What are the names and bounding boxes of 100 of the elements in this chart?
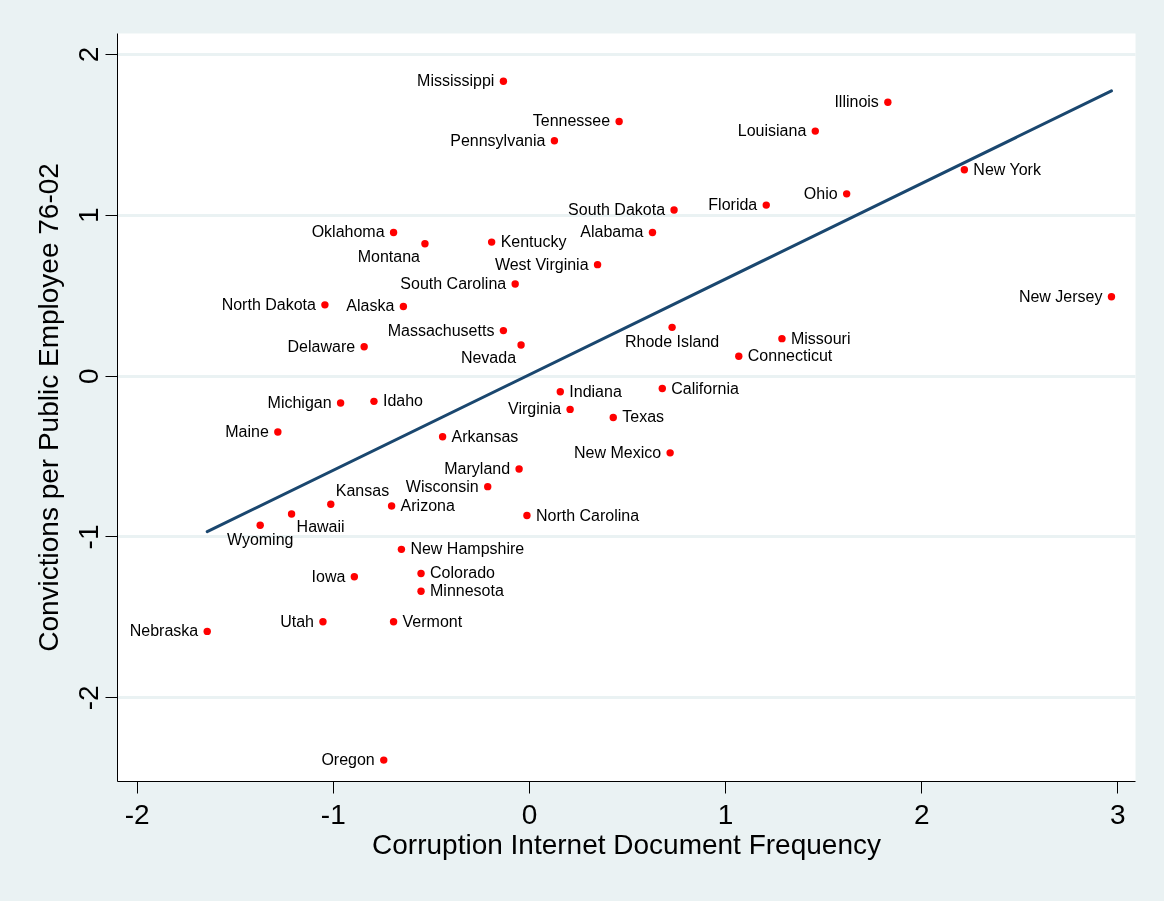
data-label: North Carolina bbox=[535, 506, 640, 524]
point bbox=[666, 449, 674, 457]
y-axis-title: Convictions per Public Employee 76-02 bbox=[32, 163, 64, 652]
data-label: Florida bbox=[708, 196, 758, 214]
data-label: Pennsylvania bbox=[450, 131, 546, 149]
point bbox=[517, 341, 525, 349]
data-label: Massachusetts bbox=[387, 321, 495, 339]
y-tick-label: -1 bbox=[72, 524, 104, 550]
data-label: New York bbox=[973, 160, 1042, 178]
point bbox=[397, 545, 406, 554]
data-label: Utah bbox=[280, 612, 314, 630]
point bbox=[484, 482, 492, 491]
data-label: Minnesota bbox=[430, 582, 504, 600]
point bbox=[842, 190, 851, 198]
data-label: Delaware bbox=[287, 337, 356, 355]
y-tick-label: 0 bbox=[72, 368, 104, 384]
point bbox=[778, 334, 786, 343]
data-label: Oregon bbox=[321, 751, 375, 769]
data-label: Colorado bbox=[430, 564, 496, 582]
point bbox=[370, 397, 378, 406]
point bbox=[380, 756, 388, 764]
point bbox=[566, 405, 574, 414]
data-label: Idaho bbox=[382, 392, 424, 410]
data-label: Kentucky bbox=[500, 233, 567, 251]
data-label: Kansas bbox=[335, 482, 390, 500]
data-label: Nevada bbox=[460, 349, 517, 367]
x-tick-label: 1 bbox=[717, 798, 734, 830]
point bbox=[256, 521, 264, 529]
point bbox=[487, 238, 496, 246]
point bbox=[417, 569, 425, 578]
data-label: Virginia bbox=[508, 400, 562, 418]
point bbox=[319, 618, 327, 626]
point bbox=[421, 240, 429, 248]
point bbox=[648, 228, 657, 237]
data-label: Alabama bbox=[580, 223, 644, 241]
point bbox=[511, 280, 519, 288]
x-tick-label: 3 bbox=[1110, 798, 1126, 830]
point bbox=[735, 352, 743, 361]
point bbox=[615, 117, 623, 126]
x-tick-label: 2 bbox=[913, 798, 930, 830]
point bbox=[499, 77, 508, 85]
data-label: New Hampshire bbox=[410, 540, 525, 558]
x-axis-title: Corruption Internet Document Frequency bbox=[372, 828, 881, 860]
point bbox=[327, 500, 335, 509]
point bbox=[360, 342, 368, 351]
data-label: Alaska bbox=[346, 297, 395, 315]
point bbox=[499, 326, 508, 335]
point bbox=[336, 399, 345, 407]
point bbox=[515, 465, 523, 473]
point bbox=[556, 388, 564, 396]
data-label: Ohio bbox=[803, 184, 838, 202]
data-label: Nebraska bbox=[129, 622, 199, 640]
point bbox=[762, 201, 770, 209]
data-label: Rhode Island bbox=[624, 333, 720, 351]
data-label: Montana bbox=[357, 247, 421, 265]
data-label: Texas bbox=[622, 408, 665, 426]
data-label: Indiana bbox=[569, 382, 622, 400]
data-label: Louisiana bbox=[737, 122, 807, 140]
data-label: Illinois bbox=[834, 93, 879, 111]
data-label: Arizona bbox=[400, 496, 455, 514]
data-label: Wisconsin bbox=[405, 477, 479, 495]
data-label: Tennessee bbox=[532, 112, 611, 130]
data-label: Wyoming bbox=[226, 531, 294, 549]
point bbox=[321, 301, 329, 309]
data-label: Iowa bbox=[311, 567, 346, 585]
data-label: North Dakota bbox=[221, 295, 317, 313]
point bbox=[203, 627, 211, 636]
point bbox=[417, 587, 425, 595]
data-label: California bbox=[671, 379, 739, 397]
data-label: Michigan bbox=[267, 393, 332, 411]
point bbox=[593, 260, 602, 269]
point bbox=[350, 573, 359, 581]
y-tick-label: 2 bbox=[72, 46, 104, 63]
point bbox=[1107, 293, 1116, 301]
point bbox=[438, 433, 447, 441]
y-tick-label: -2 bbox=[72, 685, 104, 711]
data-label: New Jersey bbox=[1018, 287, 1103, 305]
x-tick-label: -1 bbox=[320, 798, 346, 830]
point bbox=[389, 618, 398, 626]
data-label: Oklahoma bbox=[311, 223, 385, 241]
point bbox=[658, 384, 666, 393]
data-label: Mississippi bbox=[417, 72, 495, 90]
data-label: West Virginia bbox=[494, 255, 589, 273]
point bbox=[523, 511, 531, 520]
data-label: Maine bbox=[225, 422, 269, 440]
x-tick-label: -2 bbox=[124, 798, 150, 830]
y-tick-label: 1 bbox=[72, 207, 104, 224]
point bbox=[550, 137, 559, 145]
data-label: Maryland bbox=[444, 459, 511, 477]
x-tick-label: 0 bbox=[521, 798, 538, 830]
point bbox=[668, 323, 676, 332]
point bbox=[609, 413, 617, 422]
data-label: Connecticut bbox=[747, 347, 833, 365]
data-label: New Mexico bbox=[573, 443, 662, 461]
point bbox=[387, 502, 396, 510]
point bbox=[399, 302, 408, 311]
point bbox=[274, 428, 282, 436]
point bbox=[287, 510, 296, 518]
data-label: South Carolina bbox=[400, 274, 507, 292]
data-label: Vermont bbox=[402, 612, 463, 630]
